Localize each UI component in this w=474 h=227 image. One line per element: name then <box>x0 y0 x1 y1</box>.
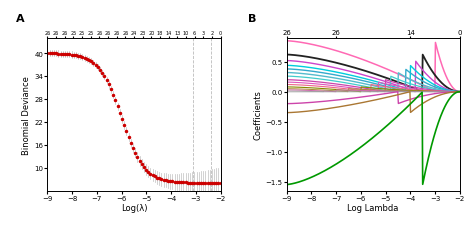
X-axis label: Log(λ): Log(λ) <box>121 204 147 212</box>
Y-axis label: Coefficients: Coefficients <box>254 90 263 139</box>
Text: A: A <box>16 14 25 24</box>
Y-axis label: Binomial Deviance: Binomial Deviance <box>22 75 31 154</box>
Text: B: B <box>248 14 257 24</box>
X-axis label: Log Lambda: Log Lambda <box>347 204 399 212</box>
